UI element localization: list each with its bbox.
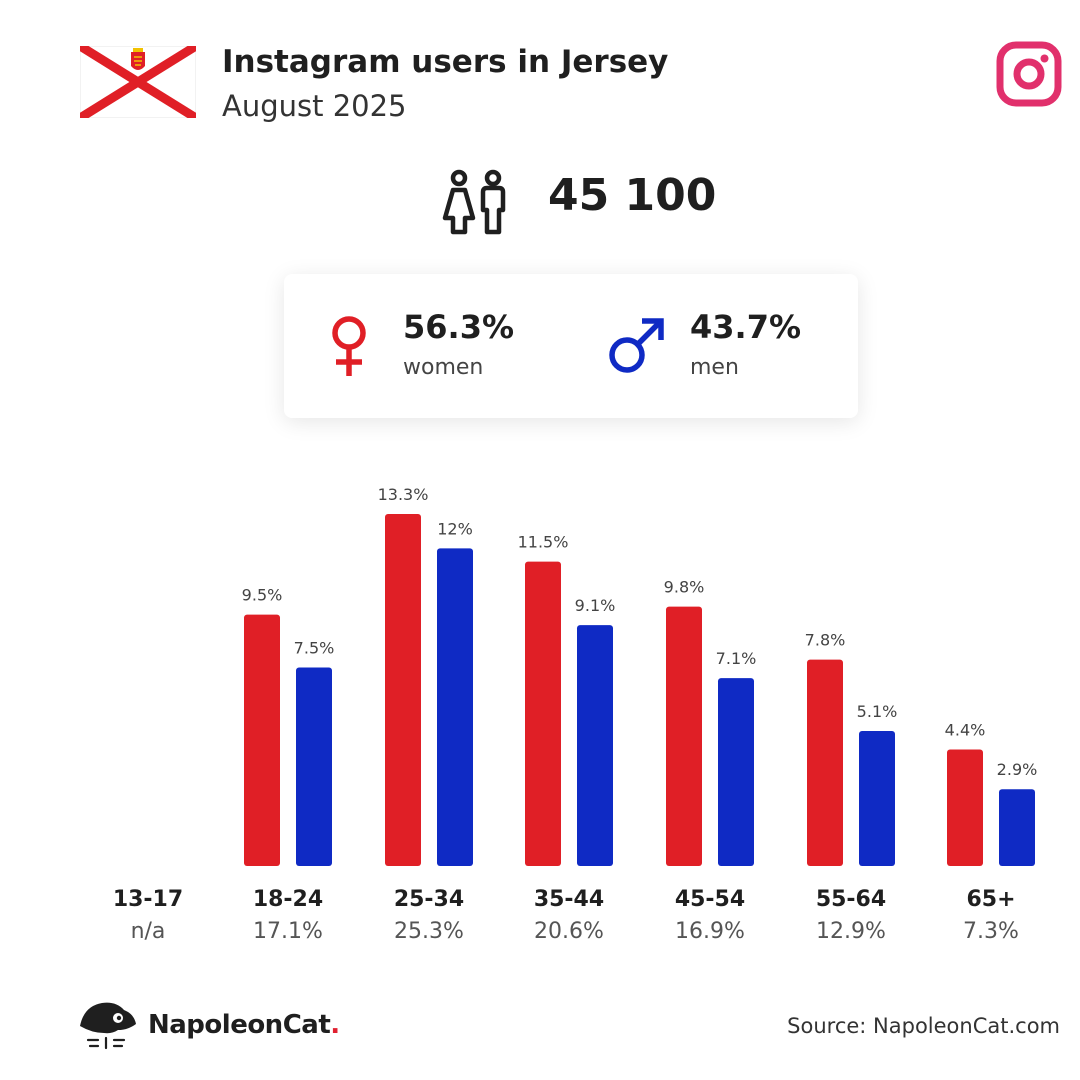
age-group-label: 18-24 [253, 887, 323, 912]
gender-split-card [284, 274, 858, 418]
value-label-women-45-54: 9.8% [664, 578, 705, 597]
total-users-value: 45 100 [548, 170, 717, 221]
age-group-label: 35-44 [534, 887, 604, 912]
brand-dot: . [330, 1010, 340, 1040]
age-group-share: 12.9% [816, 919, 886, 944]
age-group-share: 7.3% [963, 919, 1019, 944]
value-label-men-35-44: 9.1% [575, 596, 616, 615]
bar-women-25-34 [385, 514, 421, 866]
men-label: men [690, 355, 739, 380]
brand-name-text: NapoleonCat [148, 1010, 331, 1040]
bar-women-35-44 [525, 561, 561, 866]
age-group-share: n/a [131, 919, 166, 944]
source-credit: Source: NapoleonCat.com [787, 1014, 1060, 1038]
page-title: Instagram users in Jersey [222, 44, 669, 80]
value-label-men-18-24: 7.5% [294, 639, 335, 658]
female-symbol-icon [332, 316, 366, 376]
age-group-label: 25-34 [394, 887, 464, 912]
bar-men-45-54 [718, 678, 754, 866]
value-label-men-55-64: 5.1% [857, 702, 898, 721]
napoleoncat-logo-icon [80, 1002, 136, 1050]
page-subtitle: August 2025 [222, 89, 407, 123]
value-label-women-18-24: 9.5% [242, 586, 283, 605]
age-group-share: 16.9% [675, 919, 745, 944]
bar-men-65+ [999, 789, 1035, 866]
bar-men-18-24 [296, 667, 332, 866]
age-group-share: 17.1% [253, 919, 323, 944]
bar-women-45-54 [666, 606, 702, 866]
bar-women-18-24 [244, 614, 280, 866]
age-group-share: 25.3% [394, 919, 464, 944]
age-group-label: 65+ [966, 887, 1015, 912]
bar-men-55-64 [859, 731, 895, 866]
women-label: women [403, 355, 484, 380]
age-group-label: 55-64 [816, 887, 886, 912]
brand-name: NapoleonCat. [148, 1010, 340, 1040]
jersey-flag-icon [80, 46, 196, 118]
value-label-men-45-54: 7.1% [716, 649, 757, 668]
bar-men-25-34 [437, 548, 473, 866]
men-percentage: 43.7% [690, 308, 802, 346]
instagram-icon [996, 41, 1062, 107]
age-group-label: 13-17 [113, 887, 183, 912]
bar-women-65+ [947, 749, 983, 866]
value-label-women-55-64: 7.8% [805, 631, 846, 650]
women-percentage: 56.3% [403, 308, 515, 346]
age-group-label: 45-54 [675, 887, 745, 912]
value-label-men-25-34: 12% [437, 519, 473, 538]
users-icon [442, 169, 506, 235]
male-symbol-icon [609, 318, 664, 373]
value-label-women-25-34: 13.3% [378, 485, 429, 504]
value-label-men-65+: 2.9% [997, 760, 1038, 779]
bar-men-35-44 [577, 625, 613, 866]
value-label-women-65+: 4.4% [945, 721, 986, 740]
value-label-women-35-44: 11.5% [518, 533, 569, 552]
age-group-share: 20.6% [534, 919, 604, 944]
bar-women-55-64 [807, 659, 843, 866]
